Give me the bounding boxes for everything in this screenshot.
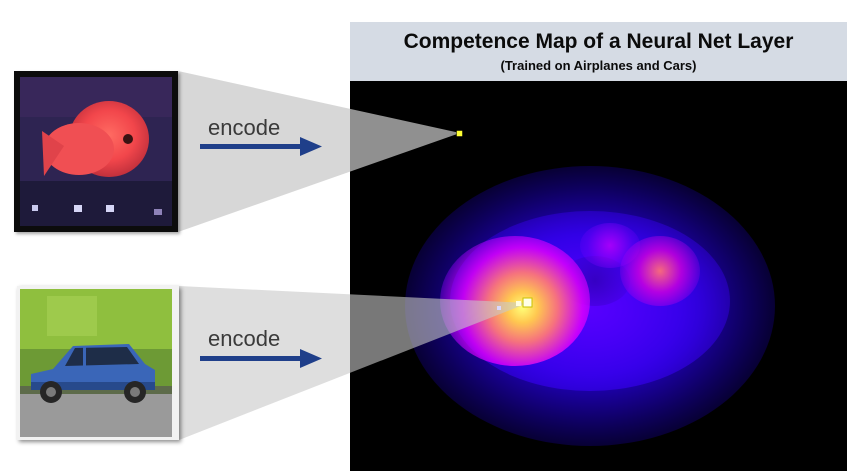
encode-arrow-bottom	[200, 349, 322, 368]
car-image	[17, 286, 179, 440]
title-box: Competence Map of a Neural Net Layer (Tr…	[350, 22, 847, 81]
fish-image	[14, 71, 178, 232]
encode-label-top: encode	[208, 115, 281, 140]
fish-projection-cone	[178, 71, 460, 232]
car-projection-cone	[179, 286, 528, 440]
diagram-title: Competence Map of a Neural Net Layer	[403, 30, 794, 53]
diagram-subtitle: (Trained on Airplanes and Cars)	[500, 58, 697, 73]
car-embedding-marker	[522, 297, 533, 308]
competence-right-hotspot	[620, 236, 700, 306]
competence-map	[350, 81, 847, 471]
encode-label-bottom: encode	[208, 326, 281, 351]
fish-embedding-marker	[456, 130, 463, 137]
embedding-marker-small	[516, 301, 521, 306]
encode-arrow-top	[200, 137, 322, 156]
embedding-marker-tiny	[497, 306, 501, 310]
